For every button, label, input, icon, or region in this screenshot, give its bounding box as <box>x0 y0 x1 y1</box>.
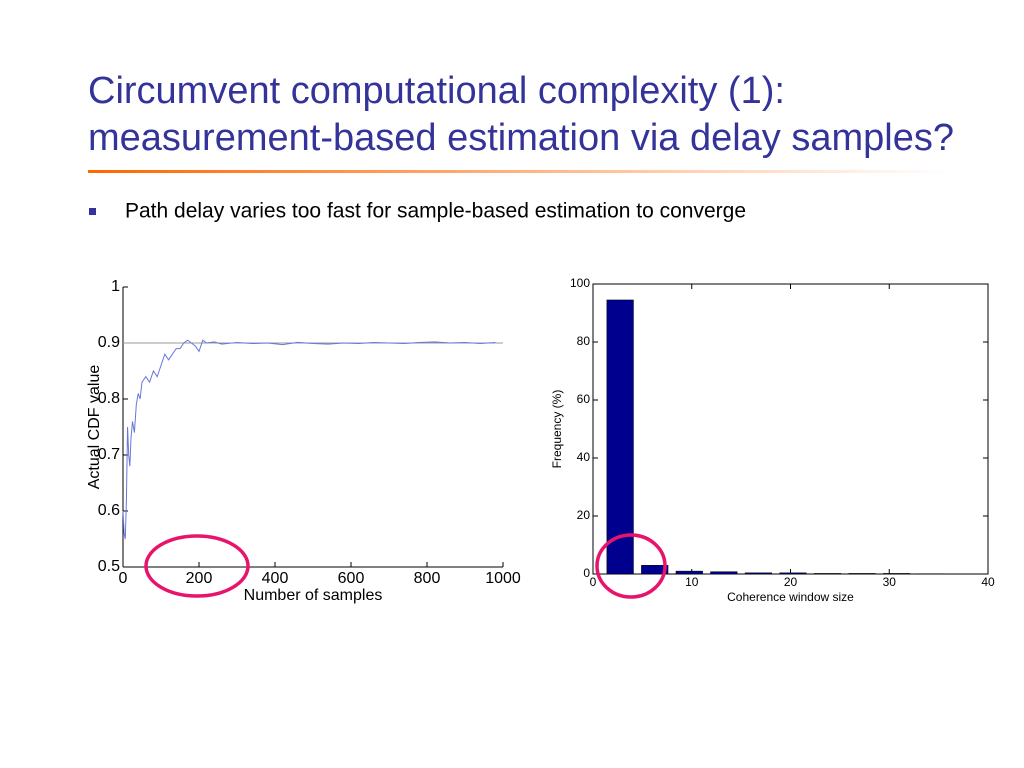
y-tick-label: 100 <box>570 276 590 290</box>
y-tick-label: 0.8 <box>98 390 120 407</box>
y-axis-label: Actual CDF value <box>86 365 103 490</box>
y-tick-label: 0.6 <box>98 502 120 519</box>
bullet-text: Path delay varies too fast for sample-ba… <box>125 200 746 223</box>
x-tick-label: 400 <box>262 570 289 587</box>
y-tick-label: 0.7 <box>98 446 120 463</box>
title-rule <box>88 170 948 173</box>
y-axis-label: Frequency (%) <box>550 390 564 469</box>
x-tick-label: 800 <box>414 570 441 587</box>
highlight-circle <box>144 534 250 598</box>
y-tick-label: 0 <box>583 566 590 580</box>
y-tick-label: 60 <box>577 392 591 406</box>
x-tick-label: 0 <box>119 570 128 587</box>
plot-frame <box>592 283 989 575</box>
y-tick-label: 20 <box>577 508 591 522</box>
x-tick-label: 20 <box>784 575 798 589</box>
slide-title: measurement-based estimation via delay s… <box>88 117 954 159</box>
data-line <box>122 339 496 540</box>
bar <box>883 573 911 575</box>
y-tick-label: 80 <box>577 334 591 348</box>
bar <box>813 573 842 575</box>
y-tick-label: 0.5 <box>98 558 120 575</box>
bullet-marker <box>89 208 96 215</box>
bar <box>641 565 669 575</box>
charts: 0.50.60.70.80.910 200 400 600 800 1000Number … <box>86 276 995 604</box>
x-tick-label: 30 <box>883 575 897 589</box>
bar <box>848 573 876 575</box>
x-tick-label: 40 <box>981 575 995 589</box>
slide-title: Circumvent computational complexity (1): <box>88 70 785 112</box>
x-tick-label: 200 <box>186 570 213 587</box>
x-axis-label: Coherence window size <box>727 590 854 604</box>
bar <box>710 571 738 575</box>
x-tick-label: 0 <box>590 575 597 589</box>
bar <box>779 572 807 575</box>
y-tick-label: 40 <box>577 450 591 464</box>
bar <box>675 570 703 575</box>
bar <box>744 572 772 575</box>
x-tick-label: 10 <box>685 575 699 589</box>
x-axis-label: Number of samples <box>244 587 383 604</box>
x-tick-label: 1000 <box>485 570 521 587</box>
highlight-circle <box>595 533 667 599</box>
y-tick-label: 0.9 <box>98 334 120 351</box>
bar <box>606 299 634 575</box>
x-tick-label: 600 <box>338 570 365 587</box>
y-tick-label: 1 <box>111 278 120 295</box>
